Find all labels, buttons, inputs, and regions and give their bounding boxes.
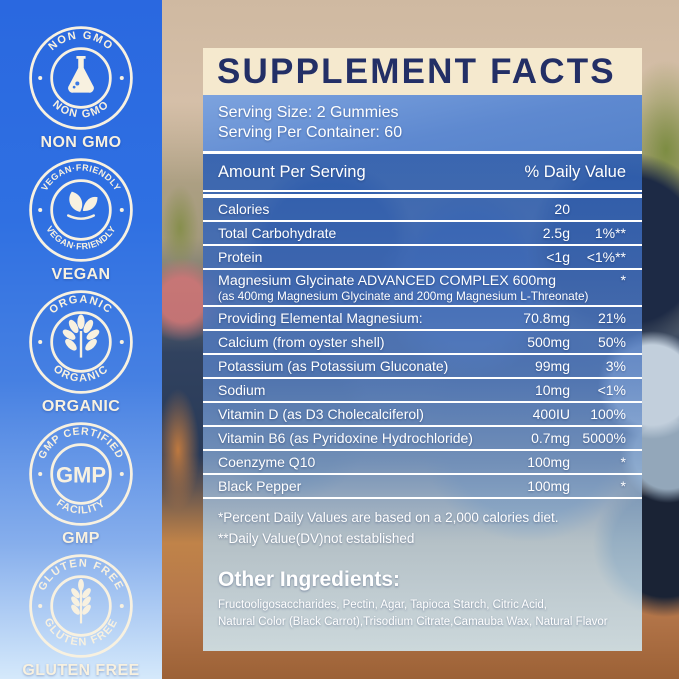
gluten-free-stamp: GLUTEN FREE GLUTEN FREE [29,554,133,658]
facts-table-header: Amount Per Serving % Daily Value [203,154,642,190]
panel-title: SUPPLEMENT FACTS [217,51,616,91]
servings-per-container: Serving Per Container: 60 [218,123,403,141]
svg-text:NON GMO: NON GMO [50,98,112,120]
badge-label: ORGANIC [41,398,121,415]
wheat-icon [71,578,91,624]
badge-rail: NON GMO NON GMO NON GMO VEGAN·FRIENDLY V… [0,0,162,679]
fact-row-black-pepper: Black Pepper 100mg * [203,473,642,497]
footnote-dv-not-established: **Daily Value(DV)not established [218,530,415,546]
badge-gluten-free: GLUTEN FREE GLUTEN FREE GLUTEN FREE [0,551,162,679]
arc-text: GMP CERTIFIED [36,425,125,461]
other-ingredients: Other Ingredients: Fructooligosaccharide… [203,556,642,640]
badge-label: GMP [62,530,100,547]
arc-text: VEGAN·FRIENDLY [39,162,122,192]
other-ingredients-heading: Other Ingredients: [218,567,401,591]
serving-info: Serving Size: 2 Gummies Serving Per Cont… [203,95,642,155]
badge-organic: ORGANIC ORGANIC ORGANIC [0,287,162,416]
magnesium-complex-subtext: (as 400mg Magnesium Glycinate and 200mg … [218,289,589,304]
fact-row-vitamin-d: Vitamin D (as D3 Cholecalciferol) 400IU … [203,401,642,425]
badge-label: VEGAN [51,266,111,283]
fact-row-vitamin-b6: Vitamin B6 (as Pyridoxine Hydrochloride)… [203,425,642,449]
svg-text:VEGAN·FRIENDLY: VEGAN·FRIENDLY [39,162,122,192]
other-ingredients-line: Natural Color (Black Carrot),Trisodium C… [218,616,608,629]
fact-row-elemental-magnesium: Providing Elemental Magnesium: 70.8mg 21… [203,305,642,329]
fact-row-total-carbohydrate: Total Carbohydrate 2.5g 1%** [203,220,642,244]
fact-row-magnesium-complex: Magnesium Glycinate ADVANCED COMPLEX 600… [203,268,642,305]
amount-per-serving-header: Amount Per Serving [218,163,366,182]
arc-text: VEGAN·FRIENDLY [44,224,117,251]
other-ingredients-line: Fructooligosaccharides, Pectin, Agar, Ta… [218,598,547,611]
flask-icon [68,56,94,93]
fact-row-calories: Calories 20 [203,196,642,220]
vegan-stamp: VEGAN·FRIENDLY VEGAN·FRIENDLY [29,158,133,262]
footnotes: *Percent Daily Values are based on a 2,0… [203,497,642,556]
footnote-daily-value: *Percent Daily Values are based on a 2,0… [218,510,559,526]
svg-text:ORGANIC: ORGANIC [51,363,111,385]
header-divider [203,190,642,197]
facts-table: Amount Per Serving % Daily Value Calorie… [203,154,642,652]
badge-label: NON GMO [40,134,122,151]
daily-value-header: % Daily Value [524,163,627,182]
arc-text: FACILITY [54,497,107,516]
svg-text:FACILITY: FACILITY [54,497,108,516]
badge-label: GLUTEN FREE [22,662,140,679]
organic-stamp: ORGANIC ORGANIC [29,290,133,394]
fact-row-calcium: Calcium (from oyster shell) 500mg 50% [203,329,642,353]
gmp-center-text: GMP [56,462,106,487]
svg-text:VEGAN·FRIENDLY: VEGAN·FRIENDLY [44,224,117,251]
gmp-stamp: GMP CERTIFIED FACILITY GMP [29,422,133,526]
svg-text:GMP CERTIFIED: GMP CERTIFIED [36,425,126,461]
supplement-facts-panel: SUPPLEMENT FACTS Serving Size: 2 Gummies… [203,48,642,652]
serving-size: Serving Size: 2 Gummies [218,104,399,121]
title-band: SUPPLEMENT FACTS [203,48,642,95]
arc-text: NON GMO [50,98,110,120]
fact-row-protein: Protein <1g <1%** [203,244,642,268]
fact-row-potassium: Potassium (as Potassium Gluconate) 99mg … [203,353,642,377]
plant-icon [62,314,100,358]
fact-row-coenzyme-q10: Coenzyme Q10 100mg * [203,449,642,473]
leaf-icon [66,191,98,220]
badge-non-gmo: NON GMO NON GMO NON GMO [0,23,162,152]
fact-row-sodium: Sodium 10mg <1% [203,377,642,401]
non-gmo-stamp: NON GMO NON GMO [29,26,133,130]
badge-vegan: VEGAN·FRIENDLY VEGAN·FRIENDLY VEGAN [0,155,162,284]
arc-text: ORGANIC [51,363,110,385]
badge-gmp: GMP CERTIFIED FACILITY GMP GMP [0,419,162,548]
